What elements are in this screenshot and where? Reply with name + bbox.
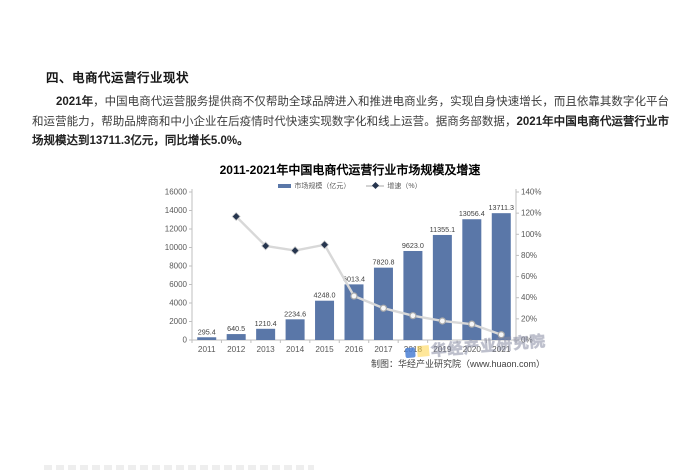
bar-value-label: 7820.8 [372, 258, 394, 267]
left-axis-tick-label: 8000 [169, 262, 187, 271]
chart-title: 2011-2021年中国电商代运营行业市场规模及增速 [219, 163, 481, 177]
paragraph-tail-bold: 2021年中国电商代运营行业市场规模达到13711.3亿元，同比增长5.0%。 [32, 115, 669, 148]
bar-value-label: 640.5 [227, 324, 245, 333]
left-axis-tick-label: 0 [183, 336, 188, 345]
legend-label-market-size: 市场规模（亿元） [294, 182, 351, 190]
cutoff-text-line [44, 465, 314, 470]
bar-2014 [285, 319, 305, 340]
x-axis-category-label: 2018 [404, 345, 423, 354]
chart-legend: 市场规模（亿元） 增速（%） [150, 181, 550, 190]
x-axis-category-label: 2020 [463, 345, 482, 354]
growth-marker [319, 240, 330, 250]
right-axis-tick-label: 80% [521, 251, 537, 260]
x-axis-category-label: 2017 [374, 345, 393, 354]
right-axis-tick-label: 120% [521, 209, 541, 218]
bar-2019 [432, 234, 452, 340]
bar-value-label: 13711.3 [489, 203, 514, 212]
growth-marker [379, 304, 388, 312]
bar-2011 [197, 337, 217, 340]
bar-2017 [373, 267, 393, 340]
bar-value-label: 11355.1 [430, 225, 455, 234]
legend-label-growth: 增速（%） [387, 182, 422, 190]
right-axis-tick-label: 40% [521, 293, 537, 302]
left-axis-tick-label: 12000 [165, 225, 188, 234]
left-axis-tick-label: 2000 [169, 317, 187, 326]
x-axis-category-label: 2011 [198, 345, 216, 354]
growth-marker [438, 317, 446, 325]
left-axis-tick-label: 4000 [169, 299, 187, 308]
bar-2013 [256, 328, 276, 340]
market-scale-growth-chart: 2011-2021年中国电商代运营行业市场规模及增速 市场规模（亿元） 增速（%… [150, 161, 550, 383]
right-axis-tick-label: 140% [521, 188, 541, 197]
bar-value-label: 2234.6 [284, 309, 306, 318]
x-axis-category-label: 2015 [315, 345, 334, 354]
legend-item-growth: 增速（%） [366, 181, 422, 191]
right-axis-tick-label: 60% [521, 272, 537, 281]
x-axis-category-label: 2021 [492, 345, 511, 354]
section-heading: 四、电商代运营行业现状 [46, 71, 190, 85]
growth-marker [231, 211, 241, 222]
bar-value-label: 1210.4 [255, 319, 277, 328]
legend-item-market-size: 市场规模（亿元） [278, 181, 350, 191]
bar-2018 [403, 250, 423, 340]
bar-value-label: 9623.0 [402, 241, 424, 250]
line-series-swatch-icon [366, 184, 385, 187]
bar-series-swatch-icon [278, 183, 292, 188]
growth-marker [409, 312, 417, 320]
paragraph-lead-bold: 2021年 [56, 96, 94, 108]
right-axis-tick-label: 100% [521, 230, 541, 239]
bar-value-label: 6013.4 [343, 274, 365, 283]
left-axis-tick-label: 10000 [165, 243, 188, 252]
x-axis-category-label: 2016 [345, 345, 364, 354]
bar-value-label: 4248.0 [314, 291, 336, 300]
right-axis-tick-label: 20% [521, 314, 537, 323]
left-axis-tick-label: 16000 [165, 188, 188, 197]
paragraph-body-text: ，中国电商代运营服务提供商不仅帮助全球品牌进入和推进电商业务，实现自身快速增长，… [32, 96, 669, 128]
left-axis-tick-label: 6000 [169, 280, 187, 289]
chart-canvas: 0 2000 4000 6000 8000 10000 12000 14000 16000 0% 2… [165, 188, 542, 354]
bar-2015 [315, 300, 335, 340]
x-axis-category-label: 2012 [227, 345, 246, 354]
bar-value-label: 13056.4 [459, 209, 485, 218]
x-axis-category-label: 2019 [433, 345, 452, 354]
bar-2012 [226, 334, 246, 340]
x-axis-category-label: 2013 [257, 345, 276, 354]
growth-marker [497, 331, 505, 339]
body-paragraph: 2021年，中国电商代运营服务提供商不仅帮助全球品牌进入和推进电商业务，实现自身… [32, 93, 669, 152]
bar-2020 [462, 219, 482, 340]
bar-value-label: 295.4 [198, 327, 216, 336]
left-axis-tick-label: 14000 [165, 206, 188, 215]
growth-line [234, 215, 503, 336]
growth-marker [290, 246, 300, 256]
growth-marker [468, 320, 476, 328]
source-note: 制图：华经产业研究院（www.huaon.com） [370, 359, 545, 369]
growth-marker [261, 241, 271, 251]
growth-marker [350, 292, 358, 300]
x-axis-category-label: 2014 [286, 345, 305, 354]
bar-2021 [491, 213, 511, 340]
right-axis-tick-label: 0% [521, 336, 533, 345]
